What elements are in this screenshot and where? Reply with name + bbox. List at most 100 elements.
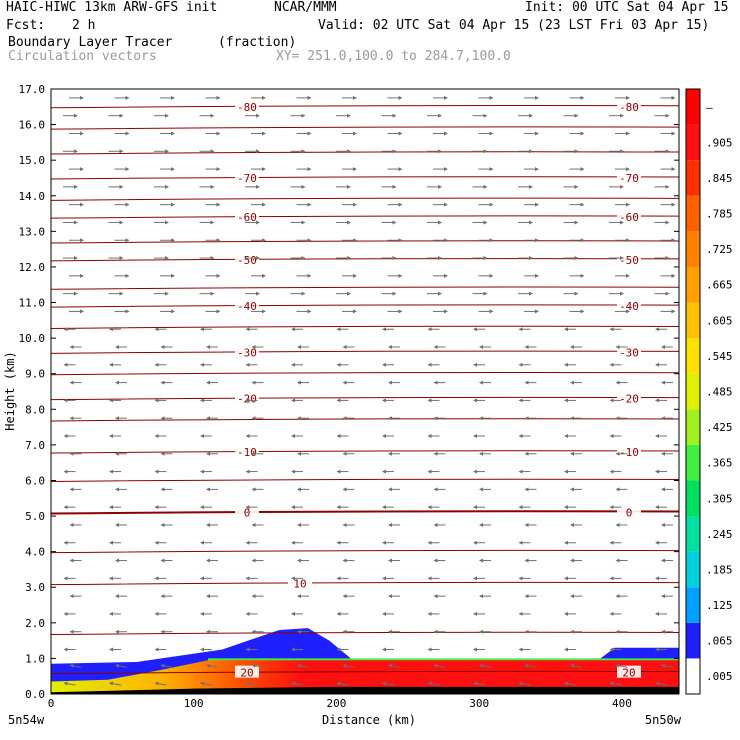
isotherm-line xyxy=(51,581,679,586)
wind-vector xyxy=(297,663,310,668)
colorbar-segment xyxy=(686,302,700,339)
colorbar-segment xyxy=(686,266,700,303)
wind-vector xyxy=(336,681,349,686)
plot-frame xyxy=(50,88,680,695)
contour-label-bg xyxy=(235,99,259,112)
contour-label: -50 xyxy=(619,254,639,267)
isotherm-line xyxy=(51,215,679,219)
wind-vector xyxy=(479,663,492,668)
contour-label: -20 xyxy=(237,393,257,406)
colorbar-label: .365 xyxy=(706,457,733,470)
colorbar-segment xyxy=(686,516,700,552)
contour-label-bg xyxy=(617,252,641,265)
colorbar-label: .245 xyxy=(706,528,733,541)
isotherm-line xyxy=(51,549,679,554)
wind-vector xyxy=(200,681,213,686)
wind-vector xyxy=(160,663,173,668)
isotherm-line xyxy=(51,325,679,329)
colorbar-label: .665 xyxy=(706,279,733,292)
y-tick-label: 13.0 xyxy=(19,225,46,238)
isotherm-line xyxy=(51,350,679,354)
contour-label-bg xyxy=(617,505,641,518)
x-tick-label: 0 xyxy=(48,697,55,710)
colorbar-segment xyxy=(686,622,700,659)
contour-label-bg xyxy=(617,665,641,678)
y-tick-label: 4.0 xyxy=(25,546,45,559)
colorbar-label: .905 xyxy=(706,136,733,149)
colorbar-frame xyxy=(685,88,701,695)
contour-label-bg xyxy=(235,505,259,518)
colorbar-segment xyxy=(686,89,700,125)
isotherm-line xyxy=(51,304,679,308)
colorbar-label: .485 xyxy=(706,386,733,399)
contour-label: -40 xyxy=(619,300,639,313)
forecast-hour: 2 h xyxy=(72,18,96,33)
wind-vector xyxy=(615,663,628,668)
colorbar-label: .425 xyxy=(706,421,733,434)
isotherm-line xyxy=(51,126,679,130)
wind-vector xyxy=(661,663,674,668)
wind-vector xyxy=(382,681,395,686)
colorbar-segment xyxy=(686,444,700,481)
isotherm-line xyxy=(51,286,679,290)
y-tick-label: 5.0 xyxy=(25,510,45,523)
x-start-label: 5n54w xyxy=(8,713,45,727)
colorbar-segment xyxy=(686,373,700,410)
wind-vector xyxy=(473,681,486,686)
wind-vector xyxy=(115,663,128,668)
wind-vector xyxy=(564,681,577,686)
colorbar-label: .305 xyxy=(706,492,733,505)
y-tick-label: 2.0 xyxy=(25,617,45,630)
isotherm-line xyxy=(51,478,679,482)
colorbar-segment xyxy=(686,160,700,196)
wind-vector xyxy=(109,681,122,686)
contour-label: 20 xyxy=(622,667,635,680)
contour-label: -10 xyxy=(619,446,639,459)
contour-label-bg xyxy=(235,170,259,183)
wind-vector xyxy=(655,681,668,686)
y-tick-label: 9.0 xyxy=(25,368,45,381)
contour-label: -70 xyxy=(619,172,639,185)
terrain xyxy=(51,686,679,694)
contour-label: -60 xyxy=(619,211,639,224)
x-tick-label: 100 xyxy=(184,697,204,710)
contour-label: 20 xyxy=(240,667,253,680)
y-tick-label: 15.0 xyxy=(19,154,46,167)
contour-label-bg xyxy=(617,345,641,358)
wind-vector xyxy=(609,681,622,686)
y-tick-label: 17.0 xyxy=(19,83,46,96)
contour-label-bg xyxy=(235,299,259,312)
colorbar-label: .125 xyxy=(706,599,733,612)
y-tick-label: 14.0 xyxy=(19,190,46,203)
contour-label-bg xyxy=(235,252,259,265)
contour-label: -80 xyxy=(237,101,257,114)
colorbar-segment xyxy=(686,124,700,161)
colorbar-label: .845 xyxy=(706,172,733,185)
colorbar-segment xyxy=(686,587,700,623)
contour-label: -40 xyxy=(237,300,257,313)
field-units: (fraction) xyxy=(218,35,297,50)
field-name: Boundary Layer Tracer xyxy=(8,35,173,50)
wind-vector xyxy=(570,663,583,668)
contour-label: -70 xyxy=(237,172,257,185)
contour-label: -30 xyxy=(619,346,639,359)
wind-vector xyxy=(69,663,82,668)
contour-label-bg xyxy=(617,210,641,223)
colorbar-segment xyxy=(686,195,700,232)
wind-vector xyxy=(524,663,537,668)
x-axis-title: Distance (km) xyxy=(322,713,416,727)
y-tick-label: 7.0 xyxy=(25,439,45,452)
wind-vector xyxy=(433,663,446,668)
colorbar-segment xyxy=(686,409,700,445)
isotherm-line xyxy=(51,240,679,244)
contour-label: -20 xyxy=(619,393,639,406)
contour-label-bg xyxy=(617,99,641,112)
overlay-name: Circulation vectors xyxy=(8,49,157,64)
colorbar-label: .545 xyxy=(706,350,733,363)
isotherm-line xyxy=(51,371,679,376)
wind-vector xyxy=(63,681,76,686)
y-tick-label: 16.0 xyxy=(19,119,46,132)
y-tick-label: 12.0 xyxy=(19,261,46,274)
contour-label: -80 xyxy=(619,101,639,114)
